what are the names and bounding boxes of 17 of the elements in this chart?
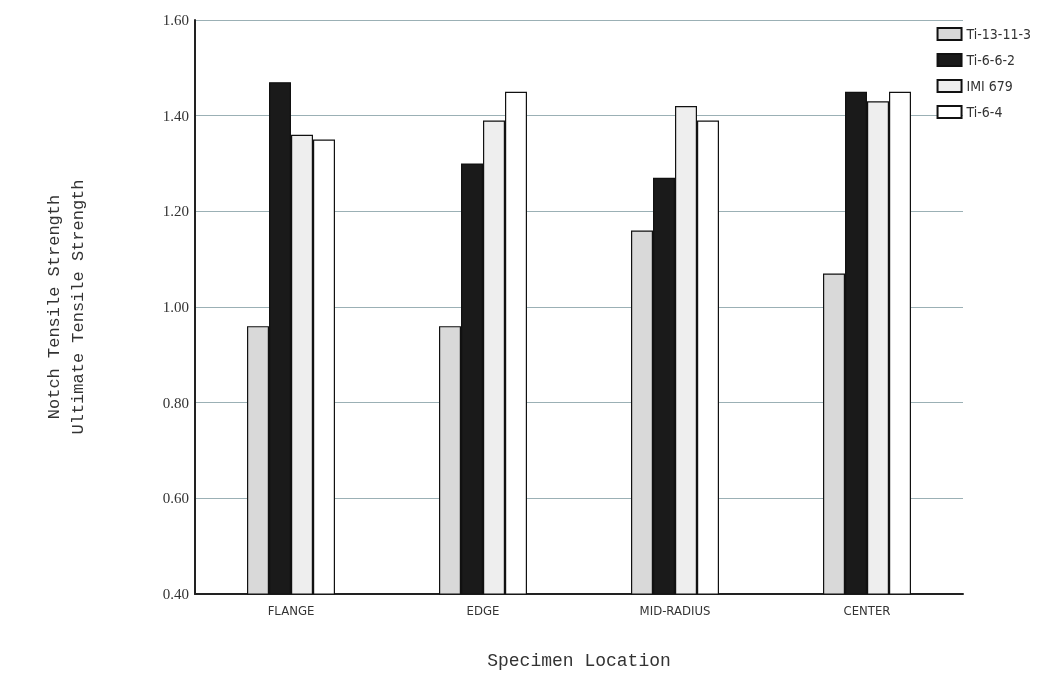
legend-label: Ti-13-11-3 xyxy=(965,26,1032,42)
y-tick-label: 1.20 xyxy=(162,203,189,220)
legend-label: IMI 679 xyxy=(966,78,1013,94)
x-tick-label: EDGE xyxy=(466,603,500,618)
x-tick-label: CENTER xyxy=(843,603,891,618)
y-axis-title: Notch Tensile Strength Ultimate Tensile Strength xyxy=(44,179,88,435)
y-tick-label: 1.00 xyxy=(162,299,189,315)
y-tick-label: 0.80 xyxy=(162,394,189,411)
legend-label: Ti-6-6-2 xyxy=(965,52,1015,68)
x-tick-label: MID-RADIUS xyxy=(639,603,711,618)
y-tick-label: 0.40 xyxy=(162,586,189,602)
y-tick-label: 1.60 xyxy=(162,12,189,28)
x-axis-title: Specimen Location xyxy=(487,651,671,671)
y-tick-label: 0.60 xyxy=(162,490,189,507)
y-tick-label: 1.40 xyxy=(162,107,189,124)
legend-label: Ti-6-4 xyxy=(965,104,1003,120)
x-tick-label: FLANGE xyxy=(267,603,315,618)
